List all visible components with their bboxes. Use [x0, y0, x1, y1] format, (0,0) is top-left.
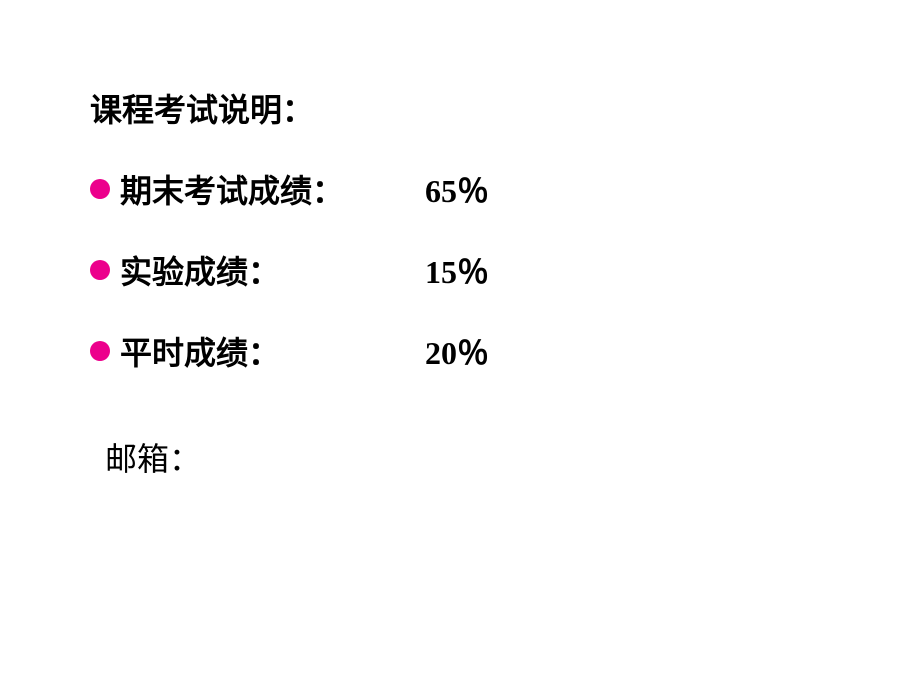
slide-content: 课程考试说明： 期末考试成绩： 65％ 实验成绩： 15％ 平时成绩： 20％ … — [0, 0, 920, 480]
bullet-item-1: 实验成绩： 15％ — [90, 247, 920, 293]
item-label: 期末考试成绩： — [120, 166, 425, 212]
title: 课程考试说明： — [90, 85, 920, 131]
bullet-icon — [90, 341, 110, 361]
item-value: 15％ — [425, 247, 489, 293]
bullet-icon — [90, 260, 110, 280]
item-value: 20％ — [425, 328, 489, 374]
bullet-item-2: 平时成绩： 20％ — [90, 328, 920, 374]
item-label: 平时成绩： — [120, 328, 425, 374]
item-value: 65％ — [425, 166, 489, 212]
bullet-icon — [90, 179, 110, 199]
email-label: 邮箱： — [105, 434, 920, 480]
item-label: 实验成绩： — [120, 247, 425, 293]
bullet-item-0: 期末考试成绩： 65％ — [90, 166, 920, 212]
